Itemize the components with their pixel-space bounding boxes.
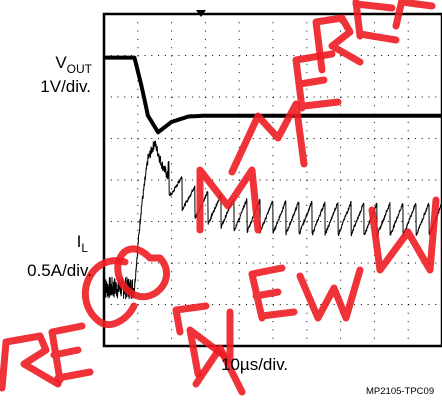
vout-channel-label: VOUT xyxy=(55,53,92,75)
watermark-stroke xyxy=(368,196,440,274)
vout-trace xyxy=(102,55,442,135)
vout-name-main: V xyxy=(55,53,67,72)
watermark-stroke xyxy=(312,14,364,74)
watermark-stroke xyxy=(48,322,94,384)
watermark-stroke xyxy=(196,166,262,234)
watermark-stroke xyxy=(228,100,308,176)
vout-name-sub: OUT xyxy=(66,62,92,76)
watermark-stroke xyxy=(81,257,138,329)
x-axis-label: 10µs/div. xyxy=(221,355,289,374)
watermark-stroke xyxy=(292,50,342,112)
il-scale-label: 0.5A/div. xyxy=(27,261,92,280)
watermark-stroke xyxy=(186,308,234,378)
vout-scale-label: 1V/div. xyxy=(40,77,91,96)
il-channel-label: IL xyxy=(76,232,88,254)
watermark-stroke xyxy=(352,0,400,44)
il-trace xyxy=(103,140,442,300)
watermark-stroke xyxy=(172,302,246,396)
watermark-stroke xyxy=(392,0,436,30)
grid xyxy=(104,14,442,346)
figure-id: MP2105-TPC09 xyxy=(366,386,435,397)
watermark-stroke xyxy=(296,266,364,322)
trigger-marker xyxy=(196,10,206,17)
traces xyxy=(102,55,442,300)
watermark-stroke xyxy=(248,264,298,322)
watermark-stroke xyxy=(114,245,170,301)
il-name-main: I xyxy=(76,232,82,251)
watermark-stroke xyxy=(0,332,62,392)
il-name-sub: L xyxy=(81,241,88,255)
